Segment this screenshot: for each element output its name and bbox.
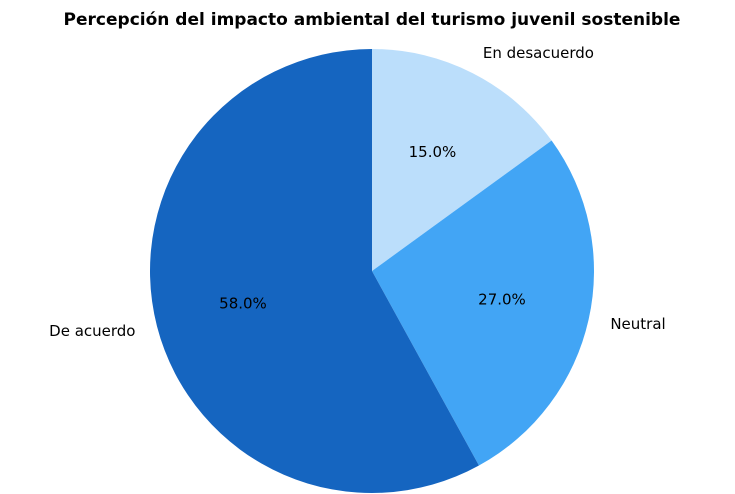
value-label: 15.0% <box>409 143 457 161</box>
slice-label: Neutral <box>610 315 665 333</box>
pie-slice <box>372 49 552 271</box>
slice-label: En desacuerdo <box>483 44 594 62</box>
value-label: 27.0% <box>478 291 526 309</box>
pie-slice <box>149 49 479 493</box>
slice-label: De acuerdo <box>49 322 135 340</box>
value-label: 58.0% <box>219 295 267 313</box>
chart-title: Percepción del impacto ambiental del tur… <box>64 10 681 30</box>
pie-slice <box>372 140 594 466</box>
